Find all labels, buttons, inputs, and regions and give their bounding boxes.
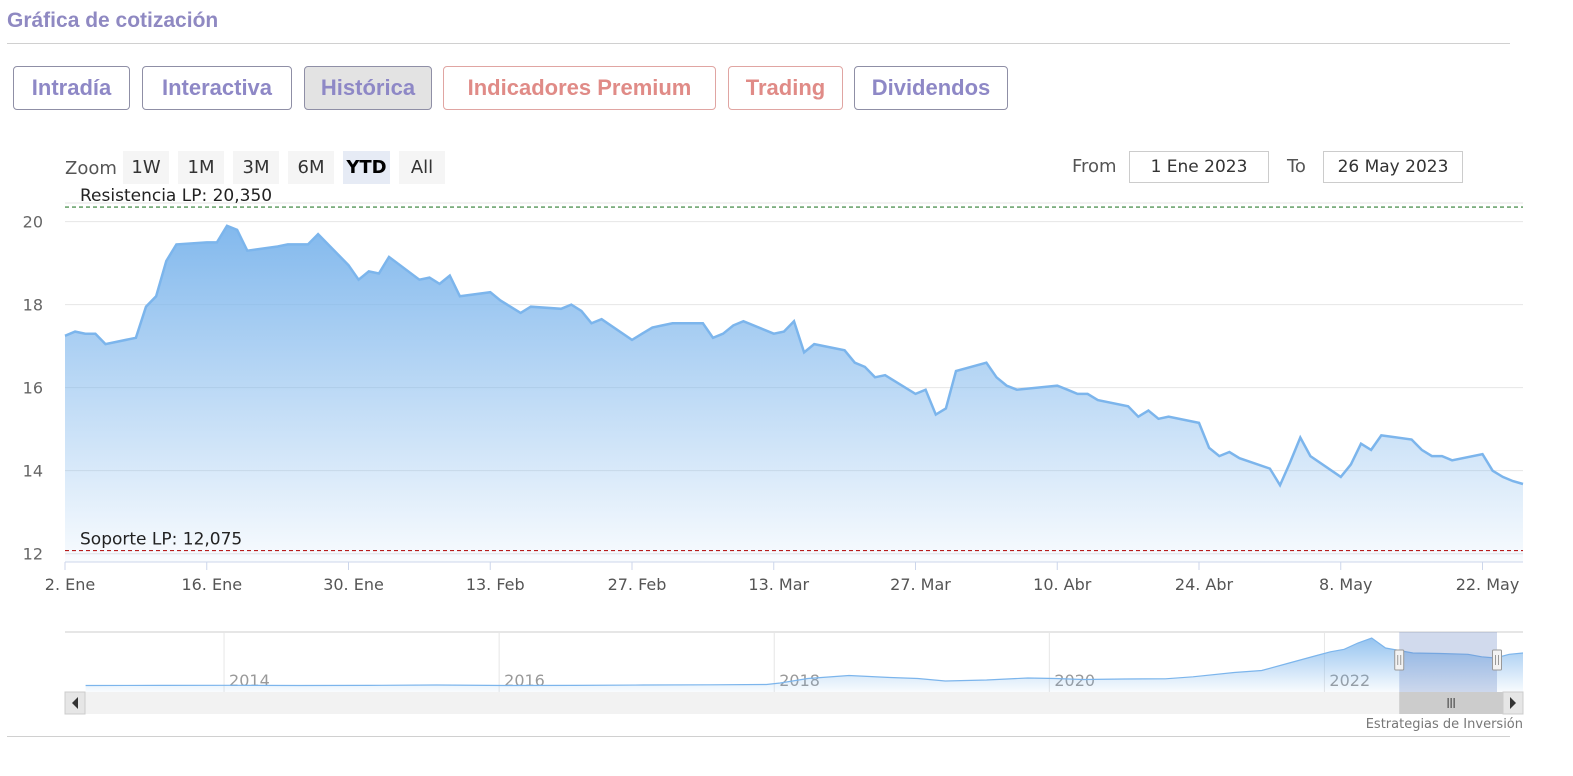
x-tick-label: 24. Abr xyxy=(1175,575,1234,594)
zoom-button-1w[interactable]: 1W xyxy=(123,151,169,184)
x-axis: 2. Ene 16. Ene 30. Ene 13. Feb 27. Feb 13. Ma… xyxy=(45,561,1523,594)
x-tick-label: 22. May xyxy=(1456,575,1520,594)
y-axis: 12 14 16 18 20 xyxy=(23,213,43,564)
chart-credit: Estrategias de Inversión xyxy=(1366,717,1523,732)
tab-indicadores-premium[interactable]: Indicadores Premium xyxy=(443,66,716,110)
x-tick-label: 27. Feb xyxy=(608,575,667,594)
zoom-button-all[interactable]: All xyxy=(399,151,445,184)
plot-lines: Resistencia LP: 20,350 Soporte LP: 12,075 xyxy=(65,186,1523,552)
to-date-input[interactable] xyxy=(1323,151,1463,183)
x-tick-label: 16. Ene xyxy=(181,575,242,594)
bottom-divider xyxy=(7,736,1510,737)
support-label: Soporte LP: 12,075 xyxy=(80,530,242,550)
main-series xyxy=(64,224,1524,563)
x-tick-label: 10. Abr xyxy=(1033,575,1092,594)
tab-historica[interactable]: Histórica xyxy=(304,66,432,110)
y-tick-label: 12 xyxy=(23,545,43,564)
x-tick-label: 27. Mar xyxy=(890,575,951,594)
x-tick-label: 2. Ene xyxy=(45,575,95,594)
zoom-button-3m[interactable]: 3M xyxy=(233,151,279,184)
arrow-right-icon xyxy=(1510,697,1516,709)
resistance-label: Resistencia LP: 20,350 xyxy=(80,186,272,206)
x-tick-label: 8. May xyxy=(1319,575,1372,594)
x-tick-label: 30. Ene xyxy=(323,575,384,594)
to-label: To xyxy=(1287,156,1306,177)
page-title: Gráfica de cotización xyxy=(7,9,219,32)
zoom-button-1m[interactable]: 1M xyxy=(178,151,224,184)
y-tick-label: 16 xyxy=(23,379,43,398)
tab-interactiva[interactable]: Interactiva xyxy=(142,66,292,110)
price-line xyxy=(64,224,1524,488)
from-date-input[interactable] xyxy=(1129,151,1269,183)
x-tick-label: 13. Feb xyxy=(466,575,525,594)
tab-dividendos[interactable]: Dividendos xyxy=(854,66,1008,110)
title-divider xyxy=(7,43,1510,44)
x-tick-label: 13. Mar xyxy=(748,575,809,594)
navigator-area xyxy=(85,638,1524,692)
zoom-label: Zoom xyxy=(65,158,117,179)
from-label: From xyxy=(1072,156,1117,177)
y-tick-label: 14 xyxy=(23,462,43,481)
scrollbar-track[interactable] xyxy=(65,692,1523,714)
y-tick-label: 18 xyxy=(23,296,43,315)
zoom-button-ytd[interactable]: YTD xyxy=(343,151,390,184)
navigator-series xyxy=(85,637,1524,692)
price-area xyxy=(65,225,1523,563)
navigator-handle-left[interactable] xyxy=(1394,649,1405,671)
tab-trading[interactable]: Trading xyxy=(728,66,843,110)
arrow-left-icon xyxy=(72,697,78,709)
tab-intradia[interactable]: Intradía xyxy=(13,66,130,110)
navigator-handle-right[interactable] xyxy=(1492,649,1502,671)
navigator[interactable]: 20142016201820202022 xyxy=(64,631,1524,715)
y-tick-label: 20 xyxy=(23,213,43,232)
scrollbar-grip-icon xyxy=(1447,698,1455,708)
zoom-button-6m[interactable]: 6M xyxy=(288,151,334,184)
